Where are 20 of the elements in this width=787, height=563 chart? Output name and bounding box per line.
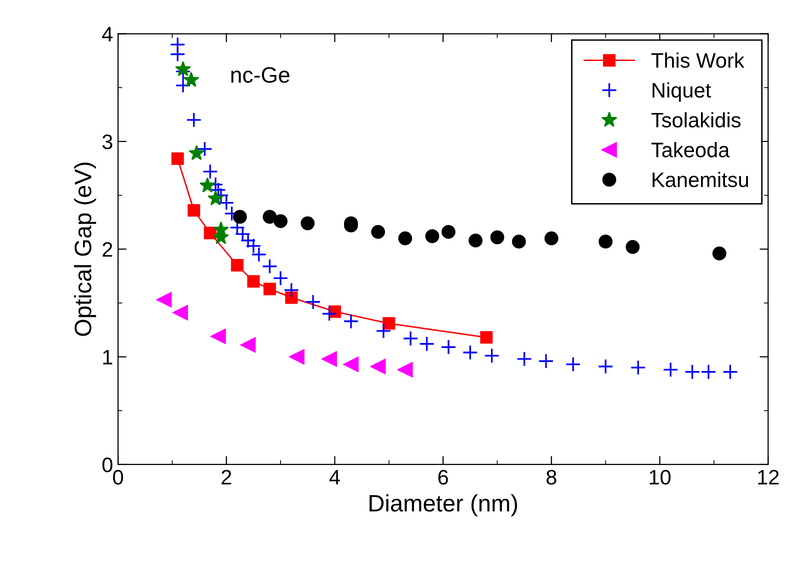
y-tick-label: 4	[102, 26, 113, 42]
y-tick-label: 1	[103, 350, 112, 364]
legend-label: Niquet	[652, 82, 712, 102]
x-tick-label: 0	[113, 470, 124, 485]
legend-label: Tsolakidis	[651, 112, 740, 128]
y-axis-title: Optical Gap (eV)	[74, 162, 96, 336]
x-tick-label: 4	[329, 470, 340, 484]
annotation: nc-Ge	[231, 67, 290, 83]
legend-label: Takeoda	[651, 142, 730, 158]
x-tick-label: 12	[758, 470, 779, 484]
y-tick-label: 3	[102, 134, 112, 150]
x-tick-label: 6	[438, 470, 448, 485]
x-axis-title: Diameter (nm)	[370, 494, 518, 516]
x-tick-label: 10	[650, 470, 671, 485]
y-tick-label: 2	[102, 242, 112, 257]
y-tick-label: 0	[102, 457, 112, 472]
x-tick-label: 2	[222, 470, 232, 484]
legend-label: This Work	[651, 52, 744, 68]
x-tick-label: 8	[546, 470, 556, 485]
legend-label: Kanemitsu	[652, 172, 748, 188]
